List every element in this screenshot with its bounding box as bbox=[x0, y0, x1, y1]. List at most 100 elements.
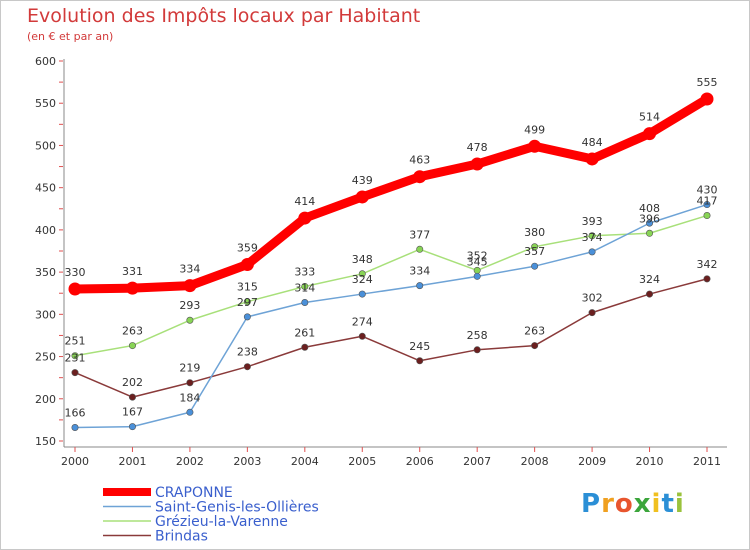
data-label: 396 bbox=[639, 212, 660, 225]
data-label: 499 bbox=[524, 123, 545, 136]
x-tick-label: 2004 bbox=[291, 455, 319, 468]
data-label: 251 bbox=[65, 335, 86, 348]
data-label: 297 bbox=[237, 296, 258, 309]
y-tick-label: 400 bbox=[35, 224, 56, 237]
data-label: 238 bbox=[237, 346, 258, 359]
data-label: 393 bbox=[582, 215, 603, 228]
x-tick-label: 2007 bbox=[463, 455, 491, 468]
y-tick-label: 450 bbox=[35, 182, 56, 195]
data-point-1 bbox=[301, 299, 309, 307]
data-point-3 bbox=[531, 342, 539, 350]
data-point-3 bbox=[186, 379, 194, 387]
data-point-1 bbox=[703, 201, 711, 209]
logo-letter: r bbox=[601, 489, 615, 519]
data-point-0 bbox=[643, 127, 657, 141]
data-label: 334 bbox=[179, 263, 200, 276]
data-label: 258 bbox=[467, 329, 488, 342]
x-tick-label: 2011 bbox=[693, 455, 721, 468]
data-label: 263 bbox=[524, 325, 545, 338]
data-label: 314 bbox=[294, 282, 315, 295]
data-point-1 bbox=[71, 423, 79, 431]
data-label: 439 bbox=[352, 174, 373, 187]
y-tick-label: 600 bbox=[35, 55, 56, 68]
data-point-2 bbox=[186, 316, 194, 324]
data-point-3 bbox=[703, 275, 711, 283]
data-point-1 bbox=[416, 282, 424, 290]
data-point-2 bbox=[646, 229, 654, 237]
data-point-1 bbox=[358, 290, 366, 298]
data-point-0 bbox=[240, 258, 254, 272]
data-label: 342 bbox=[697, 258, 718, 271]
data-label: 414 bbox=[294, 195, 315, 208]
data-point-2 bbox=[71, 352, 79, 360]
data-label: 184 bbox=[179, 391, 200, 404]
data-label: 463 bbox=[409, 154, 430, 167]
data-point-3 bbox=[71, 369, 79, 377]
data-label: 166 bbox=[65, 406, 86, 419]
data-label: 352 bbox=[467, 249, 488, 262]
y-tick-label: 500 bbox=[35, 139, 56, 152]
x-tick-label: 2003 bbox=[233, 455, 261, 468]
data-label: 330 bbox=[65, 266, 86, 279]
x-tick-label: 2001 bbox=[118, 455, 146, 468]
data-point-0 bbox=[585, 152, 599, 166]
data-point-2 bbox=[703, 212, 711, 220]
data-label: 377 bbox=[409, 228, 430, 241]
data-label: 202 bbox=[122, 376, 143, 389]
data-label: 417 bbox=[697, 195, 718, 208]
data-point-0 bbox=[528, 139, 542, 153]
logo-letter: P bbox=[581, 489, 602, 519]
y-tick-label: 250 bbox=[35, 351, 56, 364]
series-line-0 bbox=[70, 94, 712, 294]
data-label: 478 bbox=[467, 141, 488, 154]
x-tick-label: 2002 bbox=[176, 455, 204, 468]
data-point-2 bbox=[128, 342, 136, 350]
data-label: 333 bbox=[294, 265, 315, 278]
logo-letter: t bbox=[661, 489, 675, 519]
data-point-0 bbox=[298, 211, 312, 225]
legend-label: Saint-Genis-les-Ollières bbox=[155, 500, 319, 516]
data-label: 315 bbox=[237, 281, 258, 294]
y-tick-label: 550 bbox=[35, 97, 56, 110]
data-point-0 bbox=[68, 282, 82, 296]
data-label: 374 bbox=[582, 231, 603, 244]
data-point-1 bbox=[243, 313, 251, 321]
y-tick-label: 150 bbox=[35, 435, 56, 448]
y-tick-label: 300 bbox=[35, 308, 56, 321]
data-label: 484 bbox=[582, 136, 603, 149]
data-label: 302 bbox=[582, 292, 603, 305]
data-label: 245 bbox=[409, 340, 430, 353]
data-label: 231 bbox=[65, 352, 86, 365]
data-point-1 bbox=[186, 408, 194, 416]
data-point-2 bbox=[243, 298, 251, 306]
data-point-1 bbox=[588, 248, 596, 256]
data-point-0 bbox=[355, 190, 369, 204]
data-label: 380 bbox=[524, 226, 545, 239]
data-label: 359 bbox=[237, 242, 258, 255]
data-point-3 bbox=[301, 343, 309, 351]
x-tick-label: 2009 bbox=[578, 455, 606, 468]
data-label: 324 bbox=[639, 273, 660, 286]
data-point-2 bbox=[588, 232, 596, 240]
data-point-2 bbox=[531, 243, 539, 251]
data-point-1 bbox=[128, 423, 136, 431]
x-tick-label: 2000 bbox=[61, 455, 89, 468]
data-point-0 bbox=[700, 92, 714, 106]
data-label: 219 bbox=[179, 362, 200, 375]
series-line-1 bbox=[74, 203, 708, 429]
y-tick-label: 350 bbox=[35, 266, 56, 279]
data-label: 408 bbox=[639, 202, 660, 215]
data-label: 293 bbox=[179, 299, 200, 312]
x-tick-label: 2010 bbox=[636, 455, 664, 468]
data-label: 514 bbox=[639, 111, 660, 124]
data-point-3 bbox=[646, 290, 654, 298]
x-tick-label: 2005 bbox=[348, 455, 376, 468]
logo-letter: i bbox=[651, 489, 662, 519]
series-line-3 bbox=[74, 278, 708, 398]
data-label: 345 bbox=[467, 255, 488, 268]
data-label: 348 bbox=[352, 253, 373, 266]
proxiti-logo: Proxiti bbox=[581, 489, 685, 519]
data-point-0 bbox=[470, 157, 484, 171]
